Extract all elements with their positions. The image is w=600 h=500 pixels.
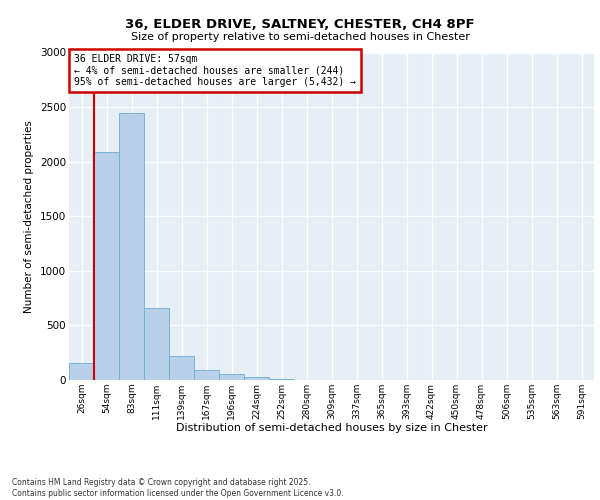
X-axis label: Distribution of semi-detached houses by size in Chester: Distribution of semi-detached houses by …: [176, 424, 487, 434]
Text: Size of property relative to semi-detached houses in Chester: Size of property relative to semi-detach…: [131, 32, 469, 42]
Bar: [219, 374, 244, 380]
Text: Contains HM Land Registry data © Crown copyright and database right 2025.
Contai: Contains HM Land Registry data © Crown c…: [12, 478, 344, 498]
Bar: [194, 370, 219, 380]
Bar: [69, 362, 94, 380]
Bar: [169, 356, 194, 380]
Bar: [94, 152, 119, 380]
Bar: [244, 376, 269, 380]
Text: 36 ELDER DRIVE: 57sqm
← 4% of semi-detached houses are smaller (244)
95% of semi: 36 ELDER DRIVE: 57sqm ← 4% of semi-detac…: [74, 54, 356, 88]
Y-axis label: Number of semi-detached properties: Number of semi-detached properties: [25, 120, 34, 312]
Bar: [119, 112, 144, 380]
Text: 36, ELDER DRIVE, SALTNEY, CHESTER, CH4 8PF: 36, ELDER DRIVE, SALTNEY, CHESTER, CH4 8…: [125, 18, 475, 30]
Bar: [144, 308, 169, 380]
